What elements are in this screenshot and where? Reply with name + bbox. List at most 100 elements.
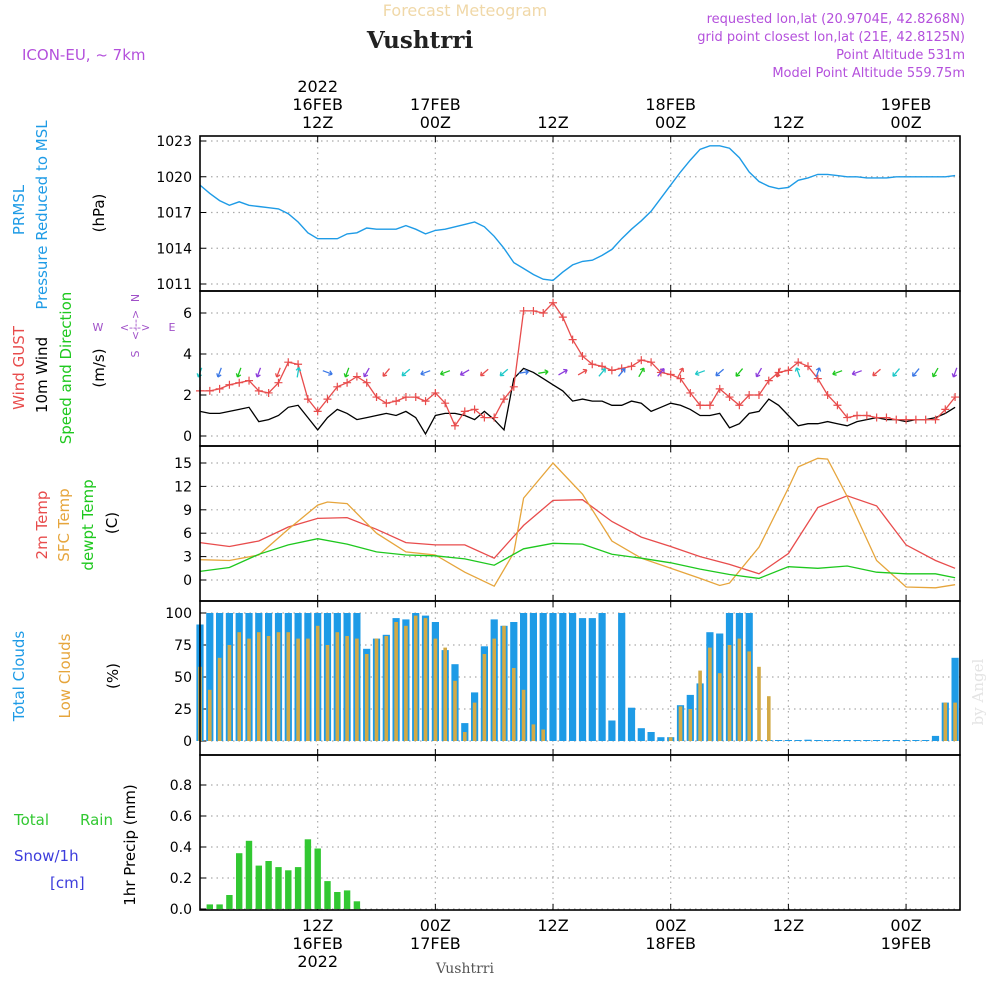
time-axis-label: 12Z bbox=[773, 113, 804, 132]
gust-marker bbox=[607, 366, 616, 375]
wind-direction-arrow bbox=[832, 370, 843, 376]
gust-marker bbox=[647, 358, 656, 367]
time-axis-label: 16FEB bbox=[292, 934, 343, 953]
low-cloud-bar bbox=[688, 709, 693, 741]
total-cloud-bar bbox=[520, 613, 528, 741]
total-cloud-bar bbox=[775, 740, 783, 741]
time-axis-label: 12Z bbox=[302, 916, 333, 935]
precip-bar bbox=[245, 840, 253, 909]
location-title: Vushtrri bbox=[366, 27, 474, 54]
series-line-2m-temp bbox=[199, 495, 956, 575]
low-cloud-bar bbox=[217, 657, 222, 741]
gust-marker bbox=[804, 362, 812, 371]
gust-marker bbox=[284, 358, 293, 367]
precip-bar bbox=[334, 892, 341, 909]
low-cloud-bar bbox=[531, 724, 536, 741]
low-cloud-bar bbox=[257, 632, 261, 741]
low-cloud-bar bbox=[717, 673, 722, 741]
low-cloud-bar bbox=[306, 638, 310, 741]
y-tick-label: 2 bbox=[183, 388, 192, 404]
gridpoint-coords: grid point closest lon,lat (21E, 42.8125… bbox=[697, 30, 965, 45]
time-axis-label: 17FEB bbox=[410, 934, 461, 953]
wind-direction-arrow bbox=[518, 369, 529, 375]
total-cloud-bar bbox=[588, 618, 596, 741]
y-tick-label: 6 bbox=[183, 526, 192, 542]
total-cloud-bar bbox=[206, 613, 214, 741]
precip-bar bbox=[353, 901, 361, 910]
y-tick-label: 3 bbox=[183, 550, 192, 566]
y-tick-label: 1011 bbox=[156, 277, 192, 293]
y-tick-label: 12 bbox=[174, 479, 192, 495]
gust-marker bbox=[372, 393, 381, 402]
gust-marker bbox=[705, 401, 714, 410]
gust-marker bbox=[509, 382, 518, 391]
gust-marker bbox=[951, 393, 960, 402]
precip-snow-unit: [cm] bbox=[50, 874, 85, 892]
panel-frame bbox=[199, 445, 961, 602]
series-line-prmsl bbox=[199, 145, 956, 282]
gust-marker bbox=[676, 374, 685, 383]
gust-marker bbox=[931, 415, 940, 424]
wind-direction-arrow bbox=[872, 368, 881, 377]
compass-horizontal: <---> bbox=[120, 321, 150, 334]
total-cloud-bar bbox=[627, 707, 636, 741]
gust-marker bbox=[754, 391, 763, 399]
y-tick-label: 0.4 bbox=[170, 840, 192, 856]
series-line-dewpt-temp bbox=[199, 538, 956, 580]
total-cloud-bar bbox=[824, 740, 832, 741]
pressure-unit: (hPa) bbox=[90, 194, 108, 233]
gust-marker bbox=[823, 391, 832, 399]
total-cloud-bar bbox=[804, 739, 812, 741]
gust-marker bbox=[627, 362, 636, 371]
wind-direction-label: Speed and Direction bbox=[57, 292, 75, 445]
model-name: ICON-EU, ~ 7km bbox=[22, 46, 146, 64]
gust-marker bbox=[784, 366, 793, 375]
low-cloud-bar bbox=[453, 680, 457, 741]
time-axis-label: 00Z bbox=[420, 916, 451, 935]
series-line-wind-gust bbox=[200, 301, 956, 428]
time-axis-label: 00Z bbox=[655, 113, 686, 132]
wind-direction-arrow bbox=[694, 370, 706, 376]
precip-bar bbox=[324, 881, 331, 909]
total-cloud-bar bbox=[618, 613, 626, 741]
temperature-panel: 0 3 6 9 12 15 bbox=[174, 445, 961, 602]
gust-marker bbox=[637, 356, 646, 365]
gust-marker bbox=[500, 395, 508, 404]
low-cloud-bar bbox=[502, 625, 506, 741]
gust-marker bbox=[470, 405, 479, 414]
series-line-sfc-temp bbox=[199, 457, 956, 589]
gust-marker bbox=[833, 401, 842, 410]
wind-direction-arrow bbox=[235, 367, 242, 378]
gust-marker bbox=[431, 388, 440, 397]
wind-direction-arrow bbox=[892, 368, 900, 377]
total-cloud-bar bbox=[902, 740, 910, 741]
gust-marker bbox=[921, 415, 930, 424]
low-cloud-bar bbox=[521, 689, 526, 741]
wind-direction-arrow bbox=[538, 369, 549, 375]
low-cloud-bar bbox=[266, 636, 271, 741]
low-cloud-bar bbox=[384, 636, 389, 741]
y-tick-label: 1020 bbox=[156, 170, 192, 186]
low-cloud-bar bbox=[433, 638, 438, 741]
wind-direction-arrow bbox=[775, 367, 781, 378]
low-cloud-bar bbox=[727, 645, 732, 741]
pressure-label-1: PRMSL bbox=[10, 184, 28, 235]
y-tick-label: 100 bbox=[165, 606, 192, 622]
low-cloud-bar bbox=[286, 632, 291, 741]
low-cloud-bar bbox=[325, 645, 330, 741]
low-cloud-bar bbox=[404, 625, 408, 741]
total-cloud-bar bbox=[882, 740, 891, 741]
wind-direction-arrow bbox=[274, 367, 281, 378]
footer-location: Vushtrri bbox=[435, 961, 494, 977]
precip-labels: Total Rain Snow/1h [cm] 1hr Precip (mm) bbox=[13, 784, 139, 905]
wind-direction-arrow bbox=[677, 367, 685, 378]
total-clouds-label: Total Clouds bbox=[10, 631, 28, 723]
y-tick-label: 25 bbox=[174, 702, 192, 718]
precip-bar bbox=[226, 895, 233, 909]
gust-marker bbox=[853, 411, 862, 420]
gust-marker bbox=[235, 378, 244, 387]
compass-north: N bbox=[129, 294, 142, 302]
total-cloud-bar bbox=[922, 740, 930, 741]
